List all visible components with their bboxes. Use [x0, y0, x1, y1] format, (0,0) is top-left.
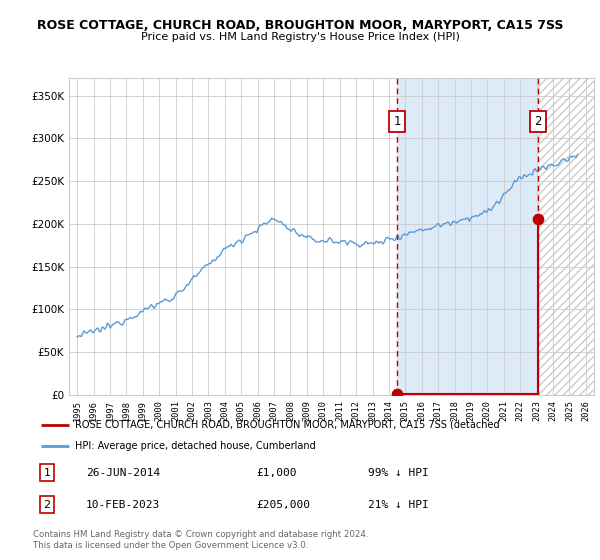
Bar — [538, 78, 600, 395]
Text: 1: 1 — [43, 468, 50, 478]
Text: ROSE COTTAGE, CHURCH ROAD, BROUGHTON MOOR, MARYPORT, CA15 7SS (detached: ROSE COTTAGE, CHURCH ROAD, BROUGHTON MOO… — [75, 419, 499, 430]
Text: HPI: Average price, detached house, Cumberland: HPI: Average price, detached house, Cumb… — [75, 441, 316, 451]
Text: 2: 2 — [535, 115, 542, 128]
Text: Contains HM Land Registry data © Crown copyright and database right 2024.: Contains HM Land Registry data © Crown c… — [33, 530, 368, 539]
Text: 1: 1 — [394, 115, 401, 128]
Text: 21% ↓ HPI: 21% ↓ HPI — [368, 500, 428, 510]
Text: ROSE COTTAGE, CHURCH ROAD, BROUGHTON MOOR, MARYPORT, CA15 7SS: ROSE COTTAGE, CHURCH ROAD, BROUGHTON MOO… — [37, 19, 563, 32]
Text: 10-FEB-2023: 10-FEB-2023 — [86, 500, 160, 510]
Point — [392, 389, 402, 398]
Text: £205,000: £205,000 — [256, 500, 310, 510]
Text: This data is licensed under the Open Government Licence v3.0.: This data is licensed under the Open Gov… — [33, 541, 308, 550]
Bar — [538, 78, 600, 395]
Text: 99% ↓ HPI: 99% ↓ HPI — [368, 468, 428, 478]
Point — [533, 215, 543, 224]
Text: Price paid vs. HM Land Registry's House Price Index (HPI): Price paid vs. HM Land Registry's House … — [140, 32, 460, 42]
Text: 26-JUN-2014: 26-JUN-2014 — [86, 468, 160, 478]
Text: £1,000: £1,000 — [256, 468, 297, 478]
Text: 2: 2 — [43, 500, 50, 510]
Bar — [397, 78, 538, 395]
